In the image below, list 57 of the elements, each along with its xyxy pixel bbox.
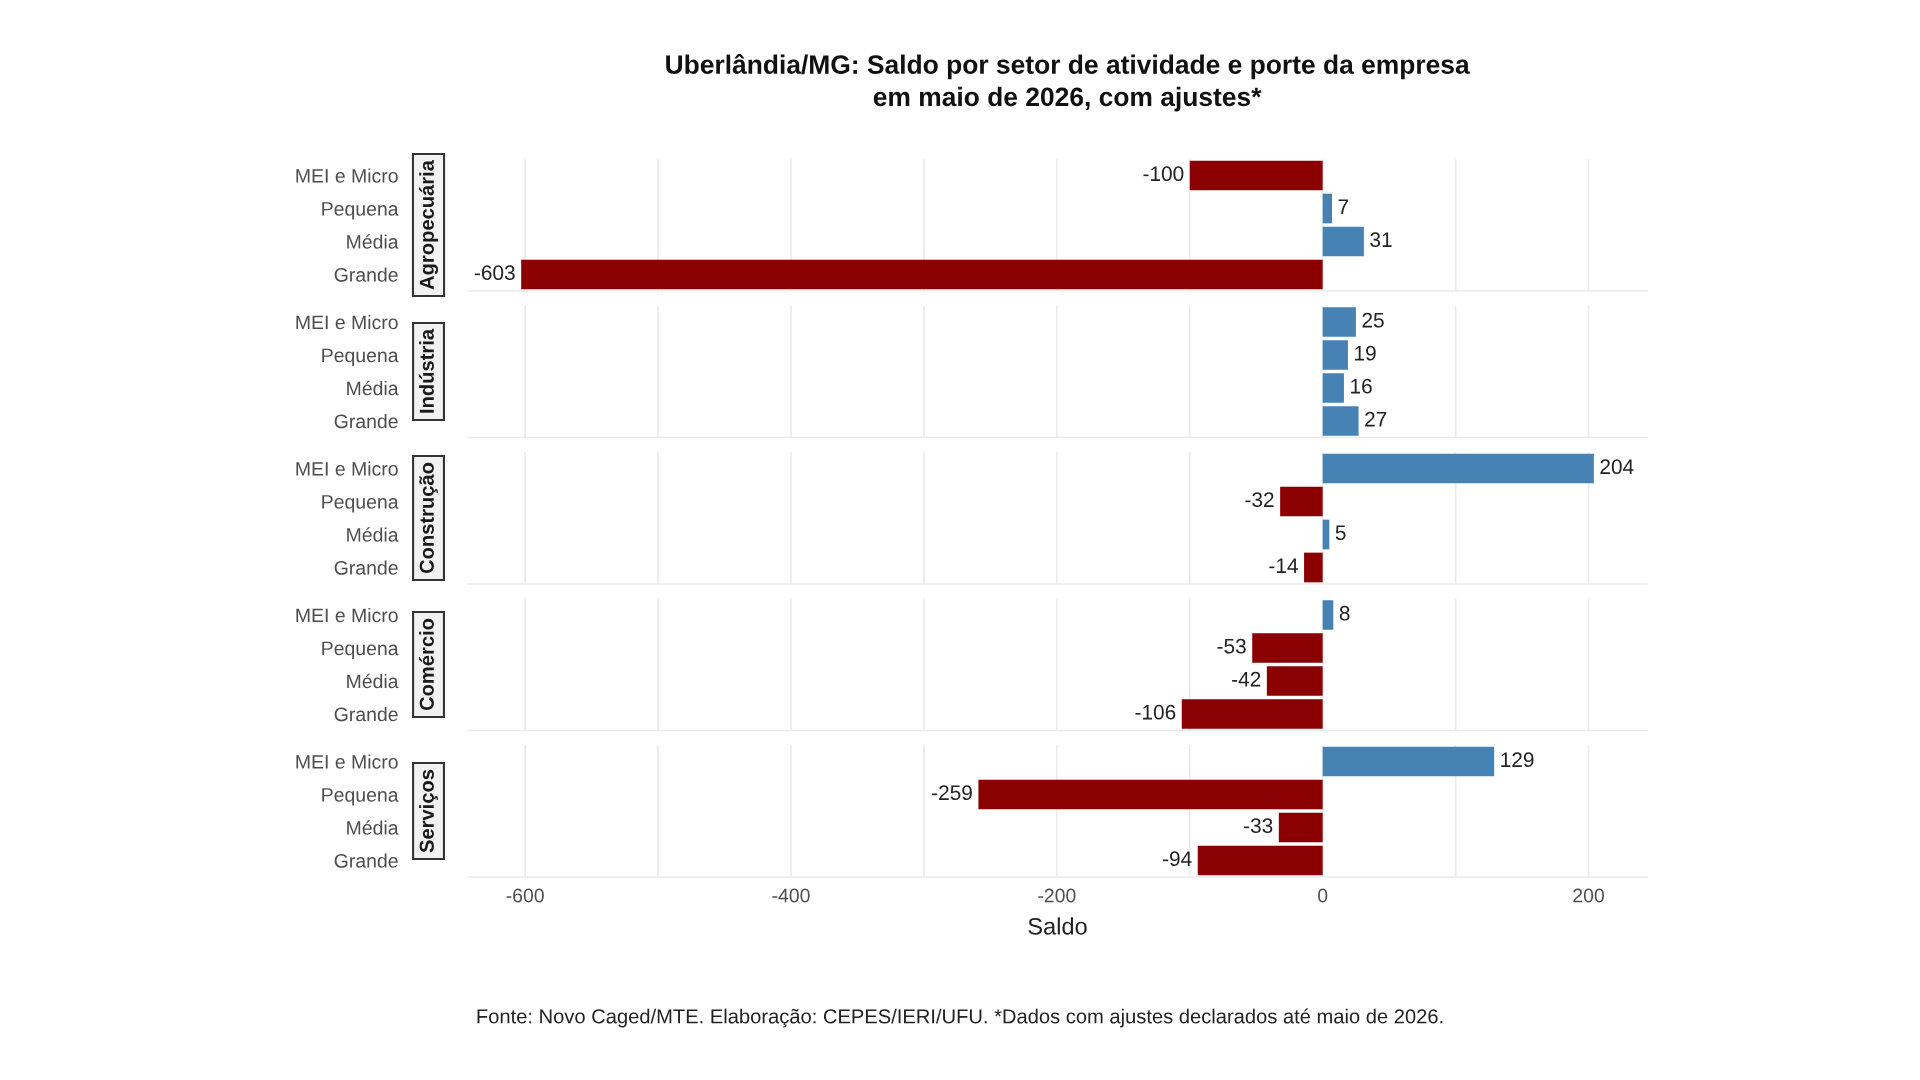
y-axis-title: Indústria (418, 328, 434, 413)
y-tick-label: Pequena (322, 788, 399, 806)
y-tick-label: Pequena (322, 641, 399, 660)
data-label: 8 (1339, 605, 1350, 621)
data-label: -259 (932, 785, 972, 801)
y-axis-title: Comércio (418, 618, 434, 711)
y-tick-label: Pequena (322, 495, 399, 513)
y-tick-label: Média (347, 673, 399, 689)
y-tick-label: Média (347, 234, 399, 249)
bar (1322, 373, 1344, 403)
y-tick-label: Média (347, 820, 399, 835)
data-label: -14 (1269, 558, 1298, 573)
y-tick-label: Grande (334, 560, 398, 575)
y-tick-label: MEI e Micro (296, 168, 398, 183)
data-label: -94 (1162, 851, 1192, 867)
bar (1322, 340, 1348, 370)
data-label: 19 (1355, 345, 1376, 361)
data-label: -53 (1217, 638, 1246, 654)
data-label: -100 (1143, 166, 1184, 182)
data-label: 7 (1338, 199, 1349, 214)
x-tick-label: -600 (506, 888, 544, 903)
y-axis-title: Construção (419, 462, 438, 574)
y-tick-label: Grande (334, 706, 398, 722)
data-label: 129 (1501, 752, 1534, 768)
data-label: -32 (1245, 492, 1274, 508)
source-note: Fonte: Novo Caged/MTE. Elaboração: CEPES/IERI/UFU. *Dados com ajustes declarados até maio de 2026. (477, 1008, 1443, 1028)
x-tick-label: -400 (772, 888, 810, 903)
bar (1322, 406, 1359, 436)
y-tick-label: Grande (334, 267, 398, 282)
x-tick-label: 200 (1573, 888, 1604, 903)
y-axis-title: Agropecuária (418, 159, 439, 290)
y-tick-label: MEI e Micro (296, 314, 398, 330)
x-tick-label: 0 (1318, 888, 1328, 903)
x-tick-label: -200 (1038, 888, 1076, 903)
data-label: -33 (1244, 818, 1273, 834)
y-tick-label: Média (347, 380, 399, 396)
y-tick-label: Pequena (322, 348, 399, 367)
data-label: 5 (1335, 525, 1346, 541)
data-label: 25 (1362, 312, 1384, 328)
data-label: -106 (1135, 704, 1176, 720)
x-axis-title: Saldo (1028, 917, 1087, 935)
data-label: -42 (1232, 671, 1261, 687)
y-tick-label: Grande (334, 413, 398, 429)
data-label: 16 (1351, 378, 1372, 394)
y-tick-label: MEI e Micro (296, 461, 398, 476)
y-tick-label: Grande (334, 853, 398, 868)
data-label: 27 (1365, 411, 1387, 427)
data-label: 204 (1600, 459, 1634, 475)
chart-title: Uberlândia/MG: Saldo por setor de atividade e porte da empresa em maio de 2026, com ajustes* (666, 54, 1470, 112)
data-label: -603 (474, 265, 515, 281)
y-tick-label: Pequena (322, 202, 399, 220)
y-tick-label: MEI e Micro (296, 754, 398, 769)
bar (1322, 307, 1356, 337)
y-axis-title: Serviços (419, 769, 438, 853)
y-tick-label: MEI e Micro (296, 607, 398, 623)
y-tick-label: Média (347, 527, 399, 542)
data-label: 31 (1370, 232, 1392, 248)
